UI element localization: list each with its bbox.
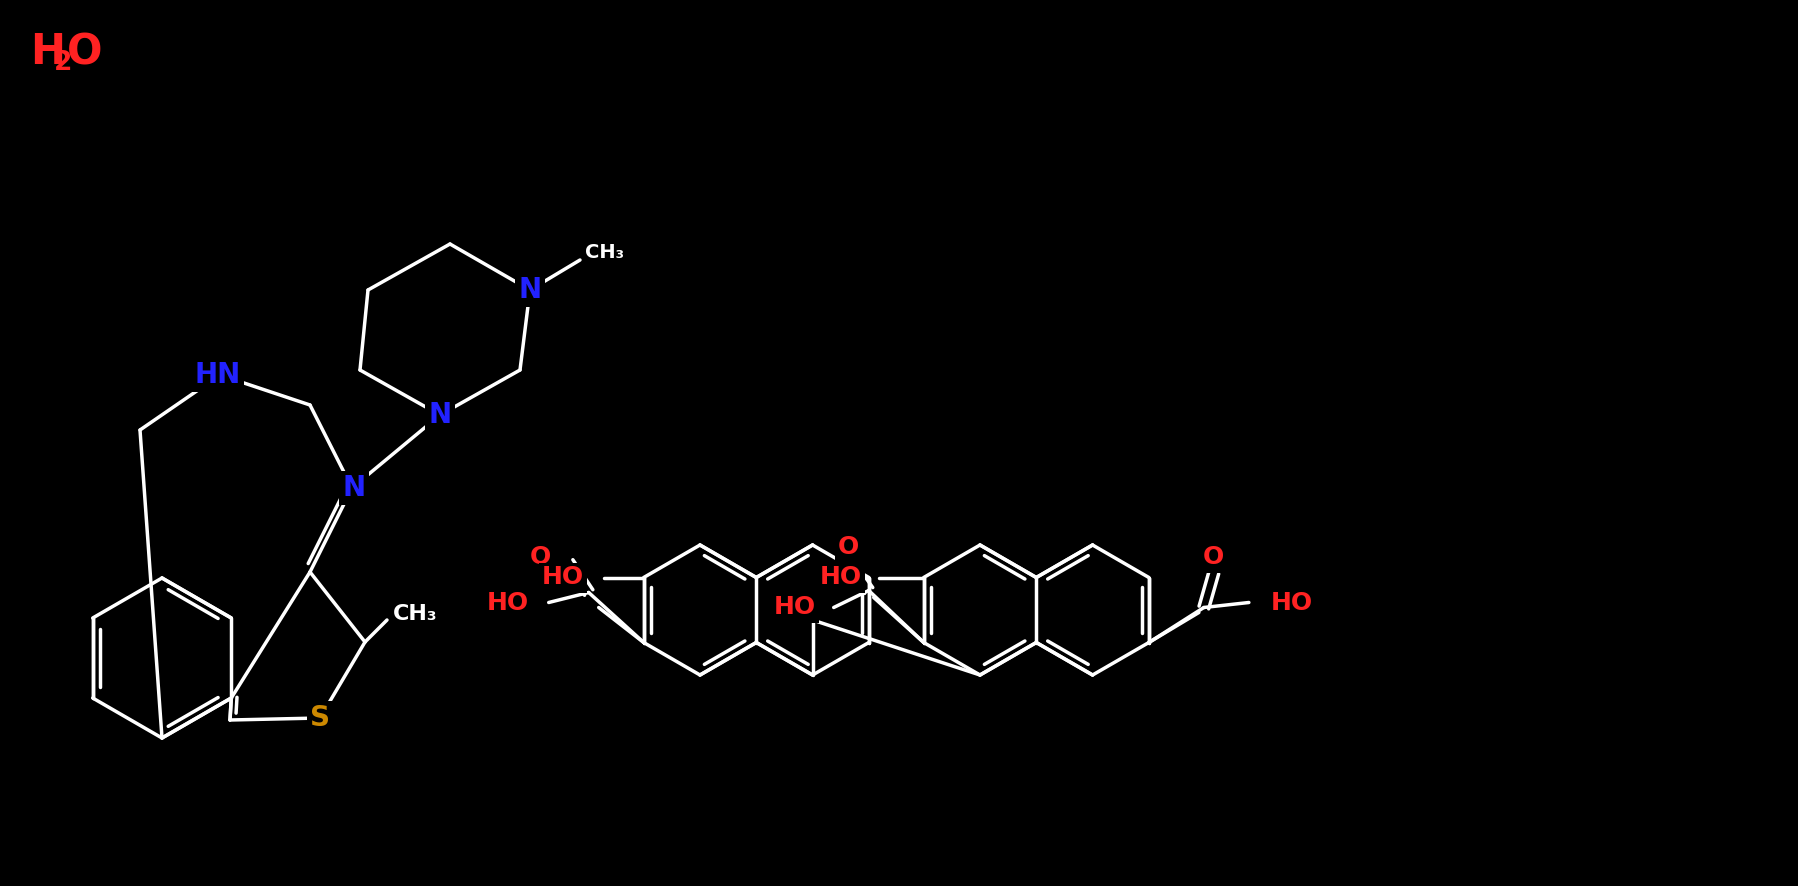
Text: CH₃: CH₃ — [392, 604, 437, 624]
Text: HO: HO — [820, 565, 861, 589]
Text: N: N — [518, 276, 541, 304]
Text: HO: HO — [485, 590, 529, 615]
Text: HO: HO — [1269, 590, 1313, 615]
Text: O: O — [529, 546, 550, 570]
Text: O: O — [1203, 546, 1224, 570]
Text: HO: HO — [541, 565, 583, 589]
Text: HN: HN — [194, 361, 241, 389]
Text: S: S — [309, 704, 329, 732]
Text: HO: HO — [773, 595, 814, 619]
Text: O: O — [838, 535, 859, 559]
Text: O: O — [67, 31, 102, 73]
Text: N: N — [428, 401, 451, 429]
Text: 2: 2 — [54, 50, 72, 76]
Text: CH₃: CH₃ — [584, 243, 624, 261]
Text: H: H — [31, 31, 65, 73]
Text: N: N — [342, 474, 365, 502]
